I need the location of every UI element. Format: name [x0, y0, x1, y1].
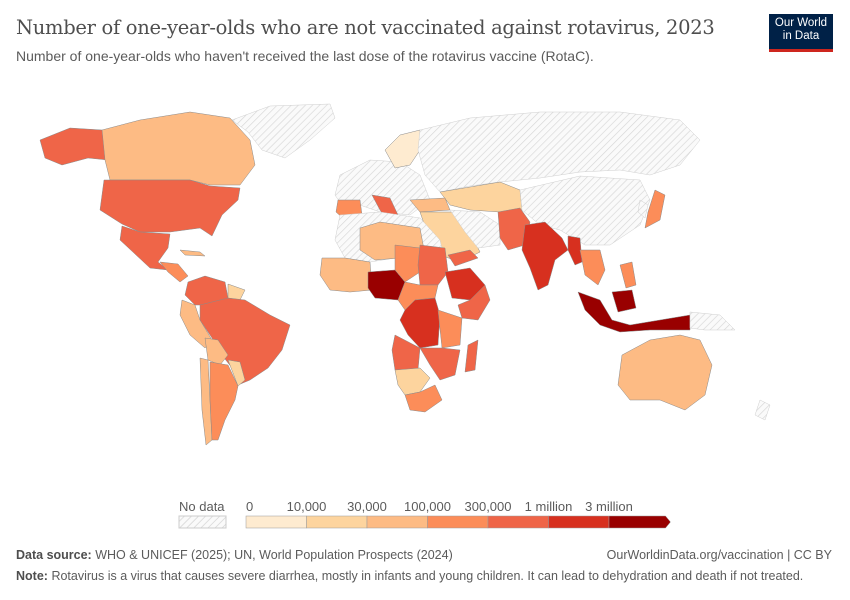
legend-bin-0[interactable]	[245, 515, 307, 529]
owid-logo[interactable]: Our World in Data	[769, 14, 833, 52]
country-sudan[interactable]	[417, 244, 449, 286]
country-se-asia[interactable]	[579, 249, 606, 286]
data-source: Data source: WHO & UNICEF (2025); UN, Wo…	[16, 548, 453, 562]
legend-tick-label: 3 million	[585, 499, 633, 514]
country-greenland[interactable]	[231, 103, 336, 159]
logo-line-1: Our World	[774, 17, 828, 29]
country-guianas[interactable]	[227, 283, 246, 301]
country-tanzania-east[interactable]	[437, 309, 463, 349]
legend-tick-label: 0	[246, 499, 254, 514]
country-cuba[interactable]	[179, 249, 206, 257]
legend-tick-label: 10,000	[286, 499, 327, 514]
country-china-mongolia[interactable]	[519, 175, 651, 246]
country-madagascar[interactable]	[464, 339, 479, 373]
country-usa[interactable]	[99, 179, 241, 237]
legend-no-data-label: No data	[179, 499, 225, 514]
legend-bin-2[interactable]	[366, 515, 428, 529]
note-text: Rotavirus is a virus that causes severe …	[51, 569, 804, 583]
legend-bin-6[interactable]	[608, 515, 671, 529]
country-india[interactable]	[521, 221, 569, 291]
source-text[interactable]: WHO & UNICEF (2025); UN, World Populatio…	[95, 548, 453, 562]
footnote: Note: Rotavirus is a virus that causes s…	[16, 569, 803, 583]
legend-tick-label: 100,000	[404, 499, 451, 514]
country-myanmar[interactable]	[567, 235, 583, 266]
country-alaska[interactable]	[39, 127, 109, 166]
country-new-zealand[interactable]	[754, 399, 771, 421]
country-somalia-kenya[interactable]	[457, 284, 491, 321]
country-west-africa[interactable]	[319, 257, 373, 293]
legend-tick-label: 1 million	[524, 499, 573, 514]
legend-tick-label: 30,000	[347, 499, 387, 514]
country-russia[interactable]	[417, 111, 701, 193]
country-bolivia[interactable]	[204, 337, 229, 366]
source-url[interactable]: OurWorldinData.org/vaccination | CC BY	[606, 548, 832, 562]
world-map	[39, 103, 771, 446]
country-yemen[interactable]	[447, 249, 479, 267]
legend-bin-3[interactable]	[427, 515, 489, 529]
legend-tick-label: 300,000	[464, 499, 512, 514]
country-zambia-moz[interactable]	[419, 347, 461, 381]
country-paraguay-uruguay[interactable]	[227, 359, 246, 387]
legend-bin-4[interactable]	[487, 515, 549, 529]
country-iran[interactable]	[449, 209, 501, 249]
country-australia[interactable]	[617, 334, 713, 411]
country-chad-niger[interactable]	[394, 244, 421, 283]
chart-subtitle: Number of one-year-olds who haven't rece…	[16, 48, 594, 64]
country-japan[interactable]	[644, 189, 666, 229]
legend-no-data-swatch	[178, 515, 227, 529]
legend-bin-5[interactable]	[548, 515, 610, 529]
country-south-africa[interactable]	[404, 384, 443, 413]
country-philippines[interactable]	[619, 261, 637, 289]
country-indonesia-borneo[interactable]	[611, 289, 637, 313]
source-label: Data source:	[16, 548, 92, 562]
logo-line-2: in Data	[782, 30, 820, 42]
country-drc[interactable]	[399, 297, 441, 349]
legend-bin-1[interactable]	[306, 515, 368, 529]
chart-title: Number of one-year-olds who are not vacc…	[16, 16, 715, 39]
country-canada[interactable]	[101, 111, 256, 186]
country-argentina[interactable]	[209, 361, 239, 441]
country-png[interactable]	[689, 311, 736, 331]
note-label: Note:	[16, 569, 48, 583]
country-korea[interactable]	[637, 199, 649, 219]
country-central-america[interactable]	[159, 261, 189, 283]
